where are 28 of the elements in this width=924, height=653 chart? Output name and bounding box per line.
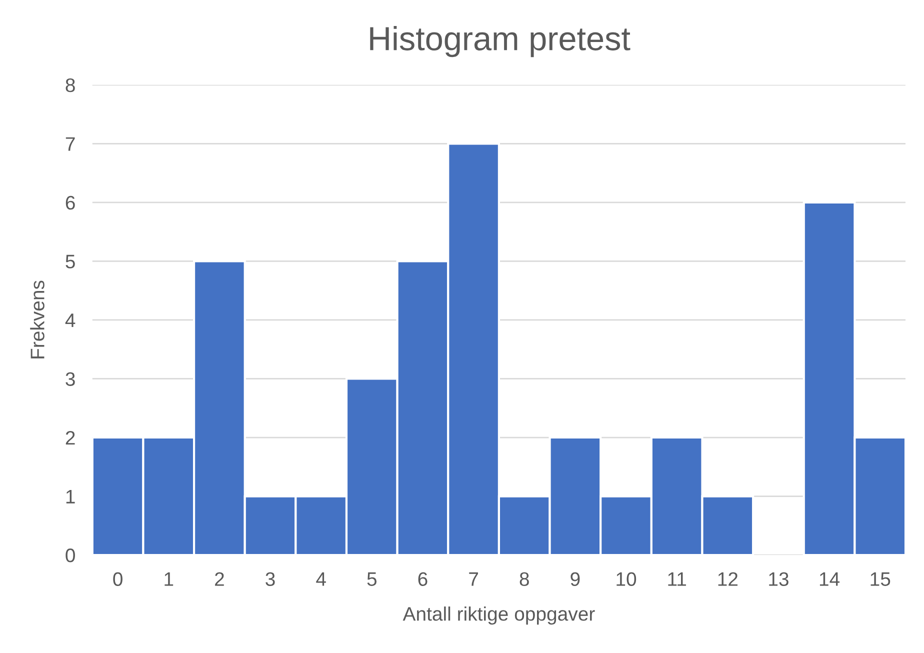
y-tick-label: 5: [66, 254, 75, 268]
y-tick-label: 8: [66, 78, 75, 92]
y-tick-label: 7: [66, 137, 75, 151]
y-tick-label: 6: [66, 196, 75, 210]
x-tick-label: 2: [215, 572, 224, 586]
y-axis-title: Frekvens: [30, 280, 44, 358]
x-tick-label: 8: [520, 572, 529, 586]
x-tick-label: 15: [870, 572, 890, 586]
x-tick-label: 5: [367, 572, 376, 586]
y-tick-label: 4: [65, 314, 76, 328]
y-tick-label: 0: [66, 548, 75, 562]
x-axis-title: Antall riktige oppgaver: [402, 606, 595, 625]
x-tick-label: 3: [266, 572, 275, 586]
x-tick-label: 11: [668, 572, 686, 586]
x-tick-label: 1: [164, 572, 174, 586]
x-tick-label: 6: [418, 572, 428, 586]
y-tick-label: 1: [66, 490, 75, 504]
y-tick-label: 2: [66, 430, 75, 445]
x-tick-label: 12: [718, 572, 738, 586]
x-tick-label: 14: [820, 572, 840, 586]
y-tick-label: 3: [66, 372, 75, 386]
x-tick-label: 7: [469, 572, 478, 586]
chart-title: Histogram pretest: [370, 26, 630, 58]
x-tick-label: 9: [570, 572, 580, 586]
x-tick-label: 0: [113, 572, 122, 586]
x-tick-label: 4: [316, 572, 326, 586]
x-tick-label: 10: [616, 572, 636, 586]
x-tick-label: 13: [769, 572, 788, 586]
